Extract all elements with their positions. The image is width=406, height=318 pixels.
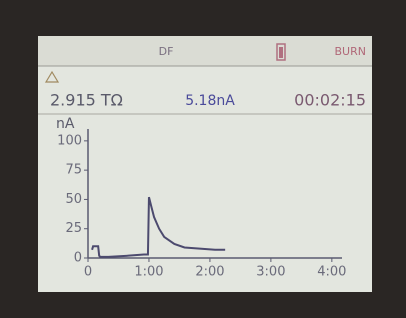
x-tick-label: 1:00 — [134, 265, 163, 280]
y-axis-label: nA — [56, 116, 75, 132]
header-bar — [38, 36, 372, 66]
x-tick-label: 0 — [84, 265, 92, 280]
status: BURN — [335, 45, 366, 58]
resistance: 2.915 TΩ — [50, 91, 123, 110]
x-tick-label: 2:00 — [195, 265, 224, 280]
current-reading: 5.18nA — [185, 93, 235, 109]
x-tick-label: 3:00 — [256, 265, 285, 280]
y-tick-label: 100 — [57, 133, 82, 148]
elapsed-time: 00:02:15 — [294, 91, 366, 110]
x-tick-label: 4:00 — [317, 265, 346, 280]
y-tick-label: 50 — [65, 192, 82, 207]
y-tick-label: 25 — [65, 221, 82, 236]
y-tick-label: 0 — [74, 251, 82, 266]
device-screen: DF BURN 2.915 TΩ 5.18nA 00:02:15 nA 0 25 5… — [0, 0, 406, 318]
y-tick-label: 75 — [65, 163, 82, 178]
mode: DF — [159, 45, 174, 58]
